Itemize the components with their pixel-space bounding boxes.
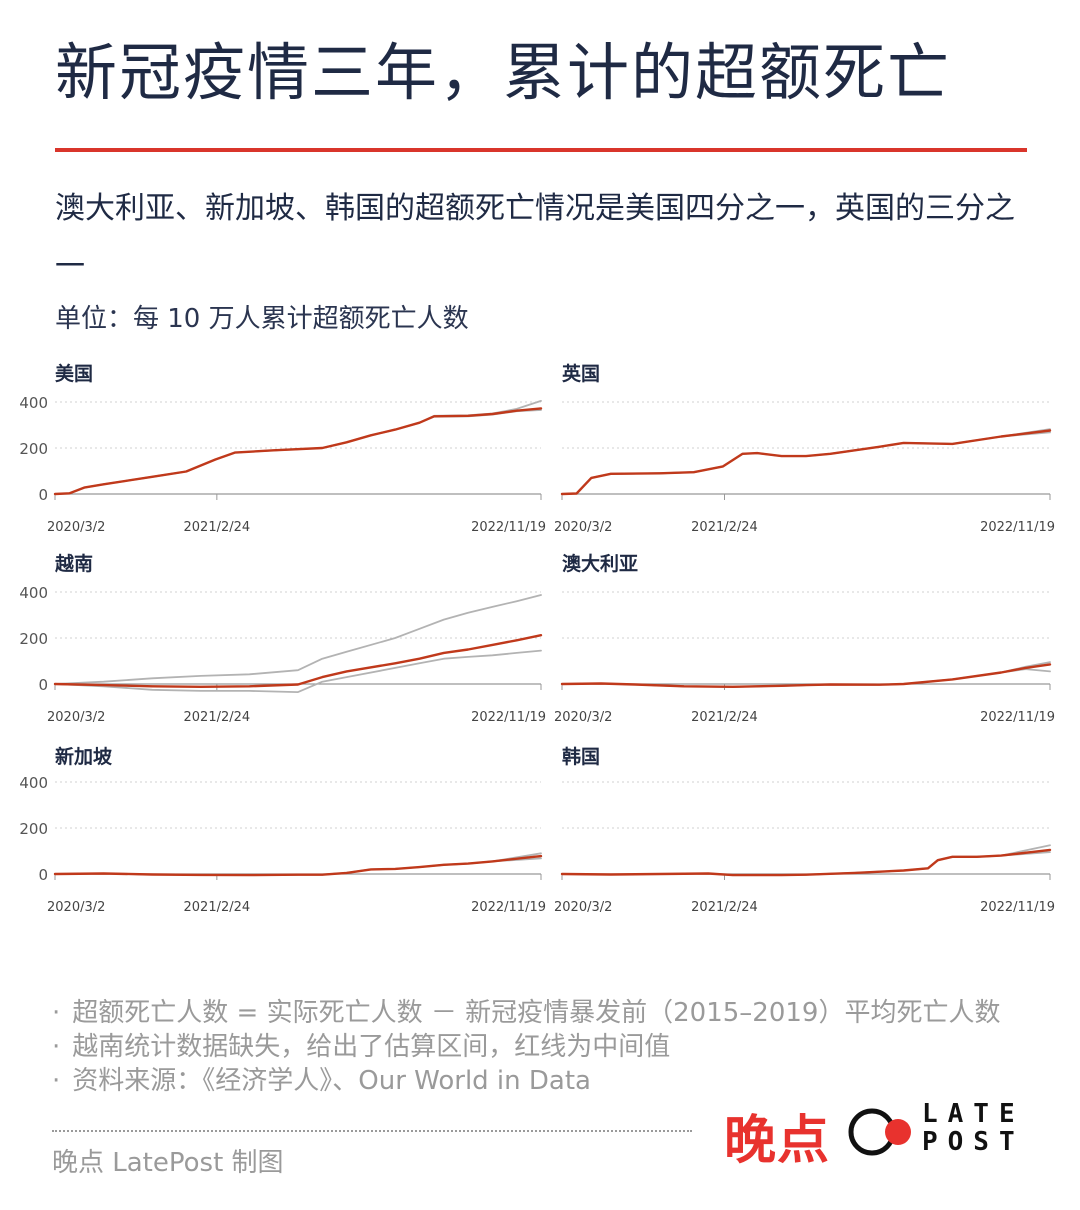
y-tick-label: 200 <box>19 440 48 458</box>
footnote: 资料来源：《经济学人》、Our World in Data <box>52 1064 1000 1098</box>
y-tick-label: 200 <box>19 630 48 648</box>
x-tick-label: 2020/3/2 <box>554 520 612 535</box>
series-line-range <box>561 851 1051 876</box>
latepost-logo-en: LATE POST <box>922 1100 1034 1156</box>
unit-label: 单位：每 10 万人累计超额死亡人数 <box>55 304 469 334</box>
chart-panel: 英国 2020/3/2 2021/2/24 2022/11/19 <box>554 362 1055 535</box>
x-tick-label: 2021/2/24 <box>691 900 758 915</box>
footnotes: 超额死亡人数 = 实际死亡人数 － 新冠疫情暴发前（2015–2019）平均死亡… <box>52 996 1000 1098</box>
x-tick-label: 2021/2/24 <box>184 520 251 535</box>
panel-title: 美国 <box>55 362 93 385</box>
page-title: 新冠疫情三年，累计的超额死亡 <box>55 36 952 109</box>
x-tick-label: 2022/11/19 <box>980 710 1055 725</box>
panel-title: 韩国 <box>562 745 600 768</box>
series-line-range <box>561 431 1051 495</box>
footer-divider <box>52 1130 692 1132</box>
series-line-range <box>561 844 1051 876</box>
panel-title: 英国 <box>562 362 600 385</box>
x-tick-label: 2022/11/19 <box>980 520 1055 535</box>
y-tick-label: 200 <box>19 820 48 838</box>
x-tick-label: 2022/11/19 <box>980 900 1055 915</box>
chart-panel: 越南 0 200 400 2020/3/2 2021/2/24 2022/11/19 <box>19 552 546 725</box>
x-tick-label: 2021/2/24 <box>184 710 251 725</box>
chart-panel: 美国 0 200 400 2020/3/2 2021/2/24 2022/11/19 <box>19 362 546 535</box>
x-tick-label: 2020/3/2 <box>47 520 105 535</box>
y-tick-label: 400 <box>19 584 48 602</box>
series-line-central <box>560 429 1052 496</box>
latepost-logo-mark <box>848 1108 911 1156</box>
chart-subtitle: 澳大利亚、新加坡、韩国的超额死亡情况是美国四分之一，英国的三分之一 <box>55 191 1015 284</box>
x-tick-label: 2022/11/19 <box>471 520 546 535</box>
y-tick-label: 0 <box>38 676 48 694</box>
series-line-range <box>54 857 542 876</box>
chart-panel: 新加坡 0 200 400 2020/3/2 2021/2/24 2022/11/19 <box>19 745 546 915</box>
logo-word-late: LATE <box>922 1099 1025 1129</box>
title-divider <box>55 148 1027 152</box>
latepost-logo-cn: 晚点 <box>724 1111 831 1171</box>
footnote: 超额死亡人数 = 实际死亡人数 － 新冠疫情暴发前（2015–2019）平均死亡… <box>52 996 1000 1030</box>
x-tick-label: 2021/2/24 <box>691 520 758 535</box>
panel-title: 越南 <box>54 552 93 575</box>
series-line-central <box>560 663 1052 688</box>
small-multiples-chart: 美国 0 200 400 2020/3/2 2021/2/24 2022/11/19 英国 20… <box>19 362 1055 915</box>
series-line-range <box>54 649 542 693</box>
series-line-central <box>53 854 543 877</box>
x-tick-label: 2022/11/19 <box>471 900 546 915</box>
x-tick-label: 2020/3/2 <box>554 900 612 915</box>
y-tick-label: 0 <box>38 486 48 504</box>
series-line-range <box>54 594 542 685</box>
x-tick-label: 2020/3/2 <box>554 710 612 725</box>
series-line-range <box>561 428 1051 495</box>
x-tick-label: 2020/3/2 <box>47 900 105 915</box>
series-line-range <box>561 661 1051 688</box>
chart-panel: 韩国 2020/3/2 2021/2/24 2022/11/19 <box>554 745 1055 915</box>
x-tick-label: 2021/2/24 <box>691 710 758 725</box>
y-tick-label: 0 <box>38 866 48 884</box>
x-tick-label: 2020/3/2 <box>47 710 105 725</box>
x-tick-label: 2022/11/19 <box>471 710 546 725</box>
panel-title: 新加坡 <box>55 745 113 768</box>
logo-word-post: POST <box>922 1127 1025 1157</box>
credit-line: 晚点 LatePost 制图 <box>52 1148 284 1178</box>
series-line-central <box>53 634 543 688</box>
chart-panel: 澳大利亚 2020/3/2 2021/2/24 2022/11/19 <box>554 552 1055 725</box>
series-line-central <box>560 848 1052 877</box>
series-line-central <box>53 407 543 496</box>
y-tick-label: 400 <box>19 774 48 792</box>
x-tick-label: 2021/2/24 <box>184 900 251 915</box>
footnote: 越南统计数据缺失，给出了估算区间，红线为中间值 <box>52 1030 1000 1064</box>
panel-title: 澳大利亚 <box>562 552 638 575</box>
y-tick-label: 400 <box>19 394 48 412</box>
